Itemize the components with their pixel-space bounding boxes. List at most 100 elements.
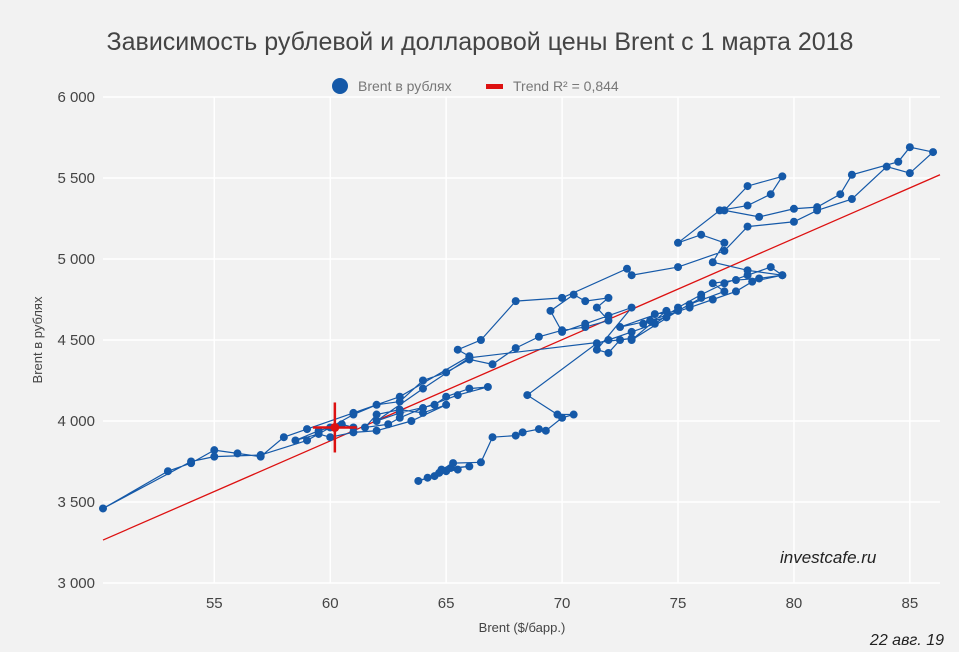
data-point [553,410,562,419]
data-point [210,452,219,461]
data-point [639,319,648,328]
y-tick-label: 5 000 [57,251,95,268]
data-point [697,230,706,239]
data-point [483,382,492,391]
data-point [627,271,636,280]
y-tick-label: 4 500 [57,332,95,349]
y-tick-label: 5 500 [57,170,95,187]
trend-line [102,174,941,541]
data-point [789,217,798,226]
data-point [627,327,636,336]
data-point [465,462,474,471]
x-tick-label: 75 [670,595,687,612]
data-point [627,334,636,343]
data-point [604,348,613,357]
legend: Brent в рублях Trend R² = 0,844 [332,78,619,94]
data-point [541,426,550,435]
x-tick-label: 70 [554,595,571,612]
data-point [414,476,423,485]
data-point [453,345,462,354]
data-point [685,303,694,312]
data-point [418,376,427,385]
watermark: investcafe.ru [780,548,877,567]
data-point [662,306,671,315]
data-point [511,344,520,353]
data-point [534,425,543,434]
data-point [720,287,729,296]
data-point [662,313,671,322]
data-point [291,436,300,445]
data-point [708,258,717,267]
data-point [423,473,432,482]
data-point [581,297,590,306]
data-point [581,319,590,328]
data-point [697,293,706,302]
data-point [708,295,717,304]
data-point [604,293,613,302]
data-point [616,323,625,332]
data-point [534,332,543,341]
data-point [748,277,757,286]
data-point [720,279,729,288]
date-label: 22 авг. 19 [869,632,944,649]
data-point [592,339,601,348]
data-point [743,222,752,231]
data-point [592,303,601,312]
data-point [279,433,288,442]
legend-label-trend: Trend R² = 0,844 [513,78,619,94]
data-point [627,303,636,312]
y-axis-ticks: 3 000 3 500 4 000 4 500 5 000 5 500 6 000 [57,89,95,592]
data-point [766,263,775,272]
data-point [743,201,752,210]
data-point [442,368,451,377]
y-tick-label: 6 000 [57,89,95,106]
data-point [720,238,729,247]
data-point [847,170,856,179]
data-point [465,384,474,393]
data-point [384,420,393,429]
gridlines [103,96,940,584]
data-point [511,297,520,306]
data-point [476,458,485,467]
series-line [102,146,935,510]
data-point [326,433,335,442]
data-point [187,457,196,466]
data-point [731,276,740,285]
data-point [720,246,729,255]
data-point [650,310,659,319]
data-point [882,162,891,171]
data-point [418,384,427,393]
data-point [303,436,312,445]
data-point [163,467,172,476]
marker-point [330,422,340,432]
data-point [523,391,532,400]
data-point [766,190,775,199]
data-point [720,206,729,215]
last-point-marker [312,402,357,453]
data-point [789,204,798,213]
data-point [395,397,404,406]
brent-rub-series [99,143,938,513]
data-point [604,336,613,344]
data-point [558,327,567,336]
data-point [372,426,381,435]
data-point [546,306,555,315]
data-point [836,190,845,199]
data-point [449,459,458,468]
data-point [372,410,381,419]
x-axis-label: Brent ($/барр.) [479,620,566,635]
data-point [646,316,655,325]
y-tick-label: 3 000 [57,575,95,592]
data-point [755,274,764,283]
x-tick-label: 60 [322,595,339,612]
data-point [813,206,822,215]
data-point [418,408,427,417]
data-point [929,148,938,157]
trend-series [102,174,941,541]
data-point [256,451,265,460]
legend-marker-trend [486,84,503,89]
x-tick-label: 55 [206,595,223,612]
data-point [372,417,381,425]
data-point [488,433,497,442]
data-point [465,353,474,362]
